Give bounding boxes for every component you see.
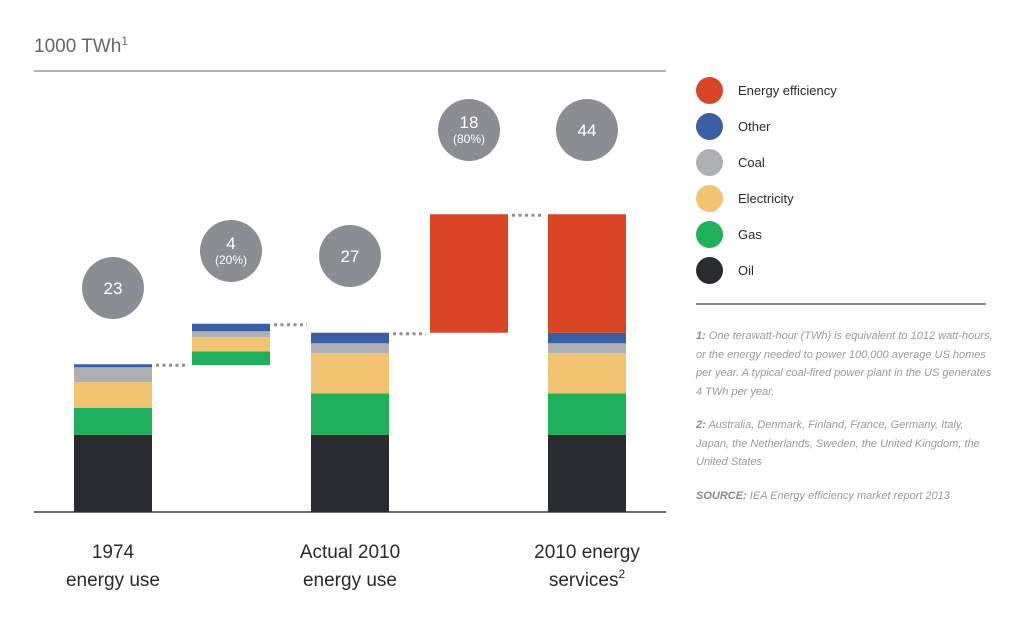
segment-services-electricity (548, 353, 626, 394)
legend: Energy efficiency Other Coal Electricity Gas… (696, 72, 996, 288)
segment-2010-other (311, 332, 389, 344)
category-labels: 1974 energy use Actual 2010 energy use 2010 … (66, 542, 640, 591)
segment-1974-other (74, 364, 152, 368)
legend-swatch-electricity (696, 184, 723, 212)
legend-item-gas: Gas (696, 216, 996, 252)
legend-label-other: Other (738, 118, 771, 134)
bubble-value: 4 (226, 234, 235, 253)
segment-1974-coal (74, 367, 152, 383)
legend-swatch-energy-efficiency (696, 76, 723, 104)
segment-increase-gas (192, 351, 270, 365)
segment-services-coal (548, 343, 626, 353)
legend-label-coal: Coal (738, 154, 765, 170)
bubble-circle (556, 99, 618, 161)
category-label-1974-line1: 1974 (92, 542, 135, 563)
connectors (156, 213, 544, 367)
legend-item-oil: Oil (696, 252, 996, 288)
value-bubble-services: 44 (556, 99, 618, 161)
bubble-circle (319, 225, 381, 287)
footnote-2: 2: Australia, Denmark, Finland, France, … (696, 419, 980, 468)
segment-efficiency-energy-efficiency (430, 214, 508, 333)
segment-services-oil (548, 434, 626, 512)
value-bubbles: 23 4(20%) 27 18(80%) 44 (82, 99, 618, 319)
segment-1974-oil (74, 434, 152, 512)
category-label-2010-line1: Actual 2010 (300, 542, 400, 563)
segment-1974-electricity (74, 382, 152, 408)
segment-2010-gas (311, 393, 389, 435)
segment-increase-electricity (192, 337, 270, 352)
footnotes: 1: One terawatt-hour (TWh) is equivalent… (696, 327, 996, 520)
legend-label-electricity: Electricity (738, 190, 794, 206)
segment-services-energy-efficiency (548, 214, 626, 333)
bubble-circle (438, 99, 500, 161)
category-label-1974-line2: energy use (66, 570, 160, 591)
legend-label-energy-efficiency: Energy efficiency (738, 82, 837, 98)
notes-divider (696, 303, 986, 305)
value-bubble-2010: 27 (319, 225, 381, 287)
legend-label-oil: Oil (738, 262, 754, 278)
bubble-change: (80%) (453, 132, 485, 146)
bubble-value: 23 (104, 279, 123, 298)
value-bubble-1974: 23 (82, 257, 144, 319)
segment-services-gas (548, 393, 626, 435)
unit-label: 1000 TWh1 (34, 34, 128, 57)
bubble-circle (82, 257, 144, 319)
segment-2010-coal (311, 343, 389, 353)
segment-2010-oil (311, 434, 389, 512)
value-bubble-increase: 4(20%) (200, 220, 262, 282)
bar-segments (74, 214, 626, 512)
footnote-1: 1: One terawatt-hour (TWh) is equivalent… (696, 330, 993, 398)
legend-item-energy-efficiency: Energy efficiency (696, 72, 996, 108)
bubble-value: 18 (460, 113, 479, 132)
legend-swatch-oil (696, 256, 723, 284)
legend-label-gas: Gas (738, 226, 762, 242)
category-label-services-line1: 2010 energy (534, 542, 640, 563)
bubble-change: (20%) (215, 253, 247, 267)
segment-1974-gas (74, 407, 152, 435)
legend-item-electricity: Electricity (696, 180, 996, 216)
segment-increase-other (192, 323, 270, 332)
legend-item-coal: Coal (696, 144, 996, 180)
segment-increase-coal (192, 331, 270, 338)
source-note: SOURCE: IEA Energy efficiency market rep… (696, 489, 950, 502)
bubble-value: 27 (341, 247, 360, 266)
segment-2010-electricity (311, 353, 389, 394)
category-label-services-line2: services2 (549, 567, 626, 591)
value-bubble-efficiency: 18(80%) (438, 99, 500, 161)
category-label-2010-line2: energy use (303, 570, 397, 591)
segment-services-other (548, 332, 626, 344)
bubble-circle (200, 220, 262, 282)
legend-swatch-gas (696, 220, 723, 248)
legend-swatch-other (696, 112, 723, 140)
legend-swatch-coal (696, 148, 723, 176)
bubble-value: 44 (578, 121, 597, 140)
legend-item-other: Other (696, 108, 996, 144)
